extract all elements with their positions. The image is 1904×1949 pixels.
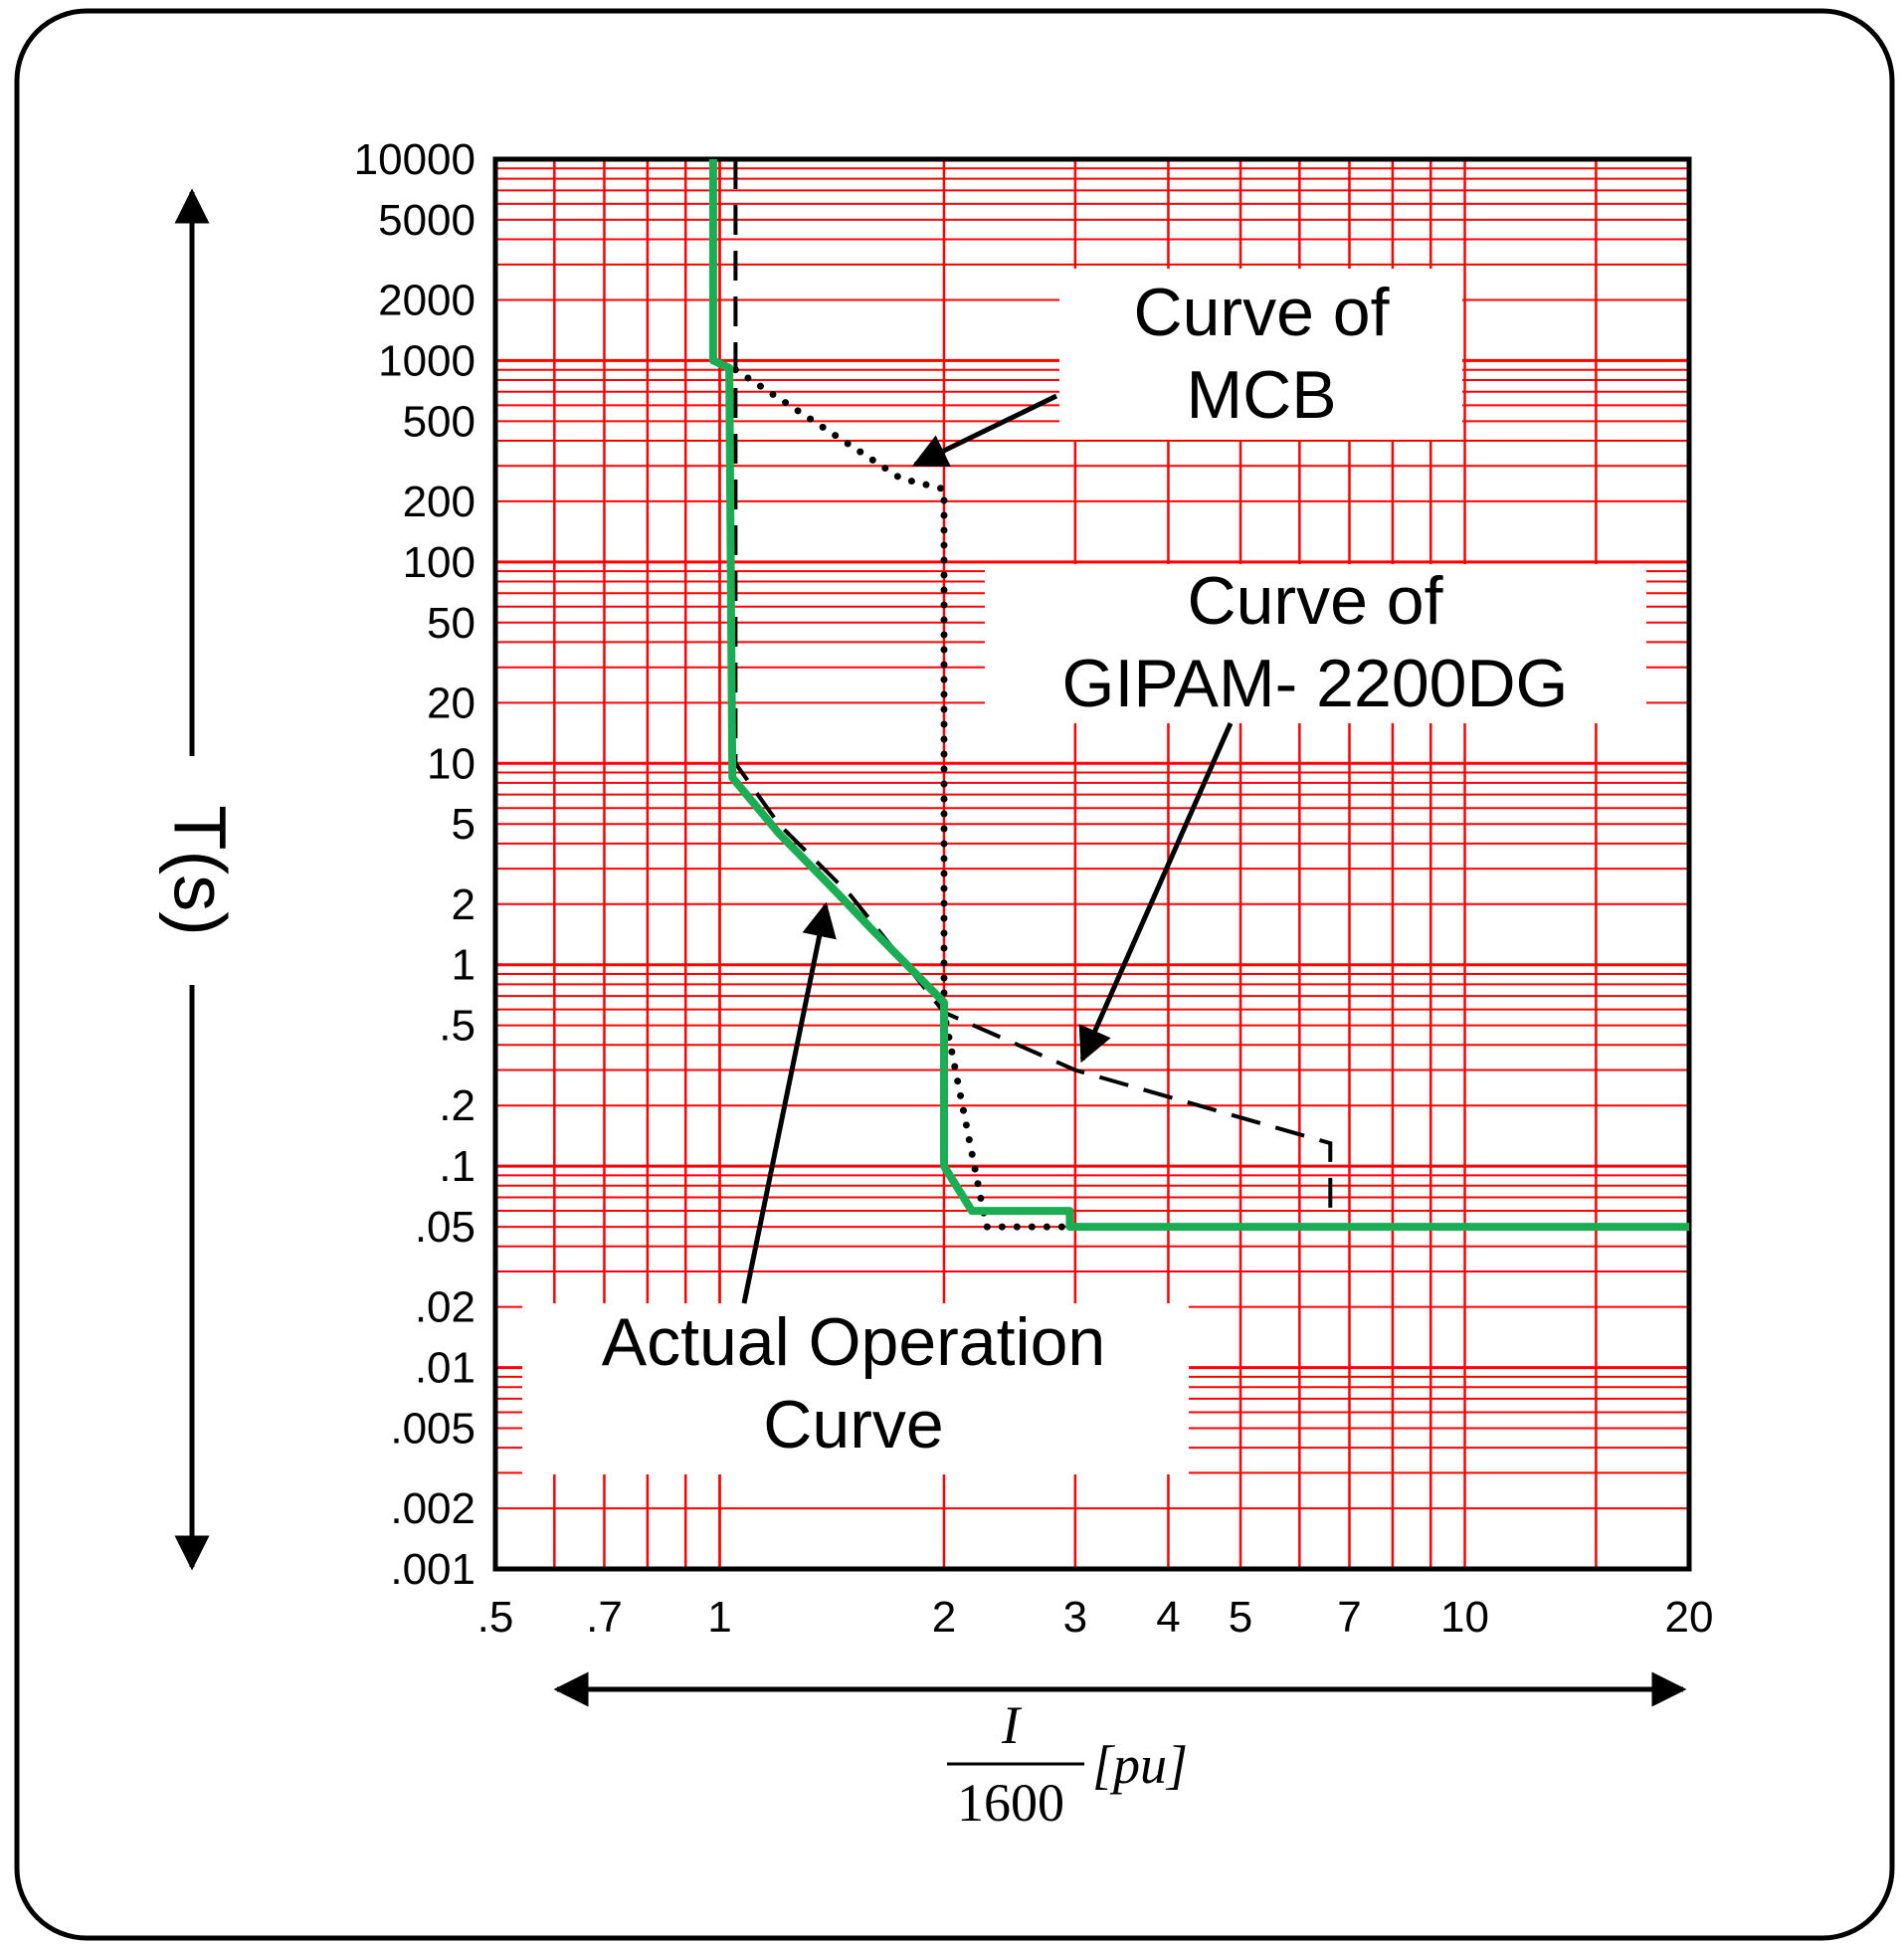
y-tick-label: 100	[403, 538, 476, 587]
y-tick-label: 20	[427, 679, 476, 727]
y-tick-label: 5	[452, 800, 476, 849]
y-tick-label: 50	[427, 599, 476, 648]
x-tick-label: 3	[1063, 1593, 1087, 1642]
y-axis-label: T(s)	[158, 805, 241, 936]
plot-frame	[492, 156, 1692, 1572]
annotation-arrow-actual	[741, 901, 837, 1304]
annotation-actual-line1: Actual Operation	[602, 1304, 1106, 1380]
y-tick-label: .05	[415, 1203, 476, 1252]
y-tick-label: .2	[439, 1081, 476, 1130]
x-tick-labels: .5 .7 1 2 3 4 5 7 10 20	[477, 1593, 1714, 1642]
x-tick-label: .5	[477, 1593, 514, 1642]
y-tick-label: 200	[403, 478, 476, 526]
annotation-gipam: Curve of GIPAM- 2200DG	[1062, 563, 1569, 721]
y-tick-label: .002	[390, 1484, 476, 1533]
y-tick-label: 1000	[378, 336, 476, 385]
annotation-boxes	[522, 269, 1646, 1474]
series-line-2	[708, 159, 1689, 1232]
y-tick-label: 500	[403, 397, 476, 446]
annotation-box-gipam	[985, 564, 1646, 723]
x-axis-label-numerator: I	[1001, 1695, 1023, 1755]
annotation-box-actual	[522, 1303, 1189, 1474]
annotation-mcb-line2: MCB	[1186, 357, 1336, 433]
y-tick-label: .02	[415, 1283, 476, 1332]
series-line-1	[733, 159, 1333, 1228]
x-tick-label: 7	[1337, 1593, 1361, 1642]
annotation-gipam-line1: Curve of	[1188, 563, 1443, 639]
annotation-mcb: Curve of MCB	[1134, 275, 1390, 433]
y-tick-label: .005	[390, 1405, 476, 1454]
x-tick-label: .7	[586, 1593, 623, 1642]
annotation-actual: Actual Operation Curve	[602, 1304, 1106, 1462]
series-line-0	[731, 366, 1073, 1231]
x-tick-label: 2	[932, 1593, 956, 1642]
annotation-actual-line2: Curve	[763, 1387, 943, 1462]
curves	[708, 159, 1689, 1232]
y-tick-label: 5000	[378, 196, 476, 245]
y-tick-label: .5	[439, 1002, 476, 1051]
x-axis-label-unit: [pu]	[1092, 1735, 1188, 1795]
y-tick-label: 10	[427, 739, 476, 788]
x-tick-label: 10	[1440, 1593, 1489, 1642]
y-tick-label: .001	[390, 1545, 476, 1594]
y-tick-labels: 10000 5000 2000 1000 500 200 100 50 20 10 5 2 1 .5 .2.…	[354, 135, 476, 1594]
y-tick-label: 1	[452, 941, 476, 990]
annotation-arrow-mcb	[911, 393, 1058, 468]
x-tick-label: 20	[1665, 1593, 1714, 1642]
x-tick-label: 5	[1229, 1593, 1252, 1642]
annotation-arrow-gipam	[1078, 721, 1234, 1064]
annotation-gipam-line2: GIPAM- 2200DG	[1062, 646, 1569, 721]
y-tick-label: 2000	[378, 276, 476, 324]
x-tick-label: 4	[1156, 1593, 1180, 1642]
annotation-mcb-line1: Curve of	[1134, 275, 1390, 350]
y-tick-label: .1	[439, 1142, 476, 1191]
x-axis-label: I 1600 [pu]	[947, 1695, 1188, 1833]
y-tick-label: 2	[452, 880, 476, 929]
annotation-box-mcb	[1059, 269, 1462, 440]
x-tick-label: 1	[707, 1593, 731, 1642]
y-tick-label: .01	[415, 1344, 476, 1393]
y-tick-label: 10000	[354, 135, 476, 184]
x-axis-label-denominator: 1600	[957, 1773, 1064, 1833]
